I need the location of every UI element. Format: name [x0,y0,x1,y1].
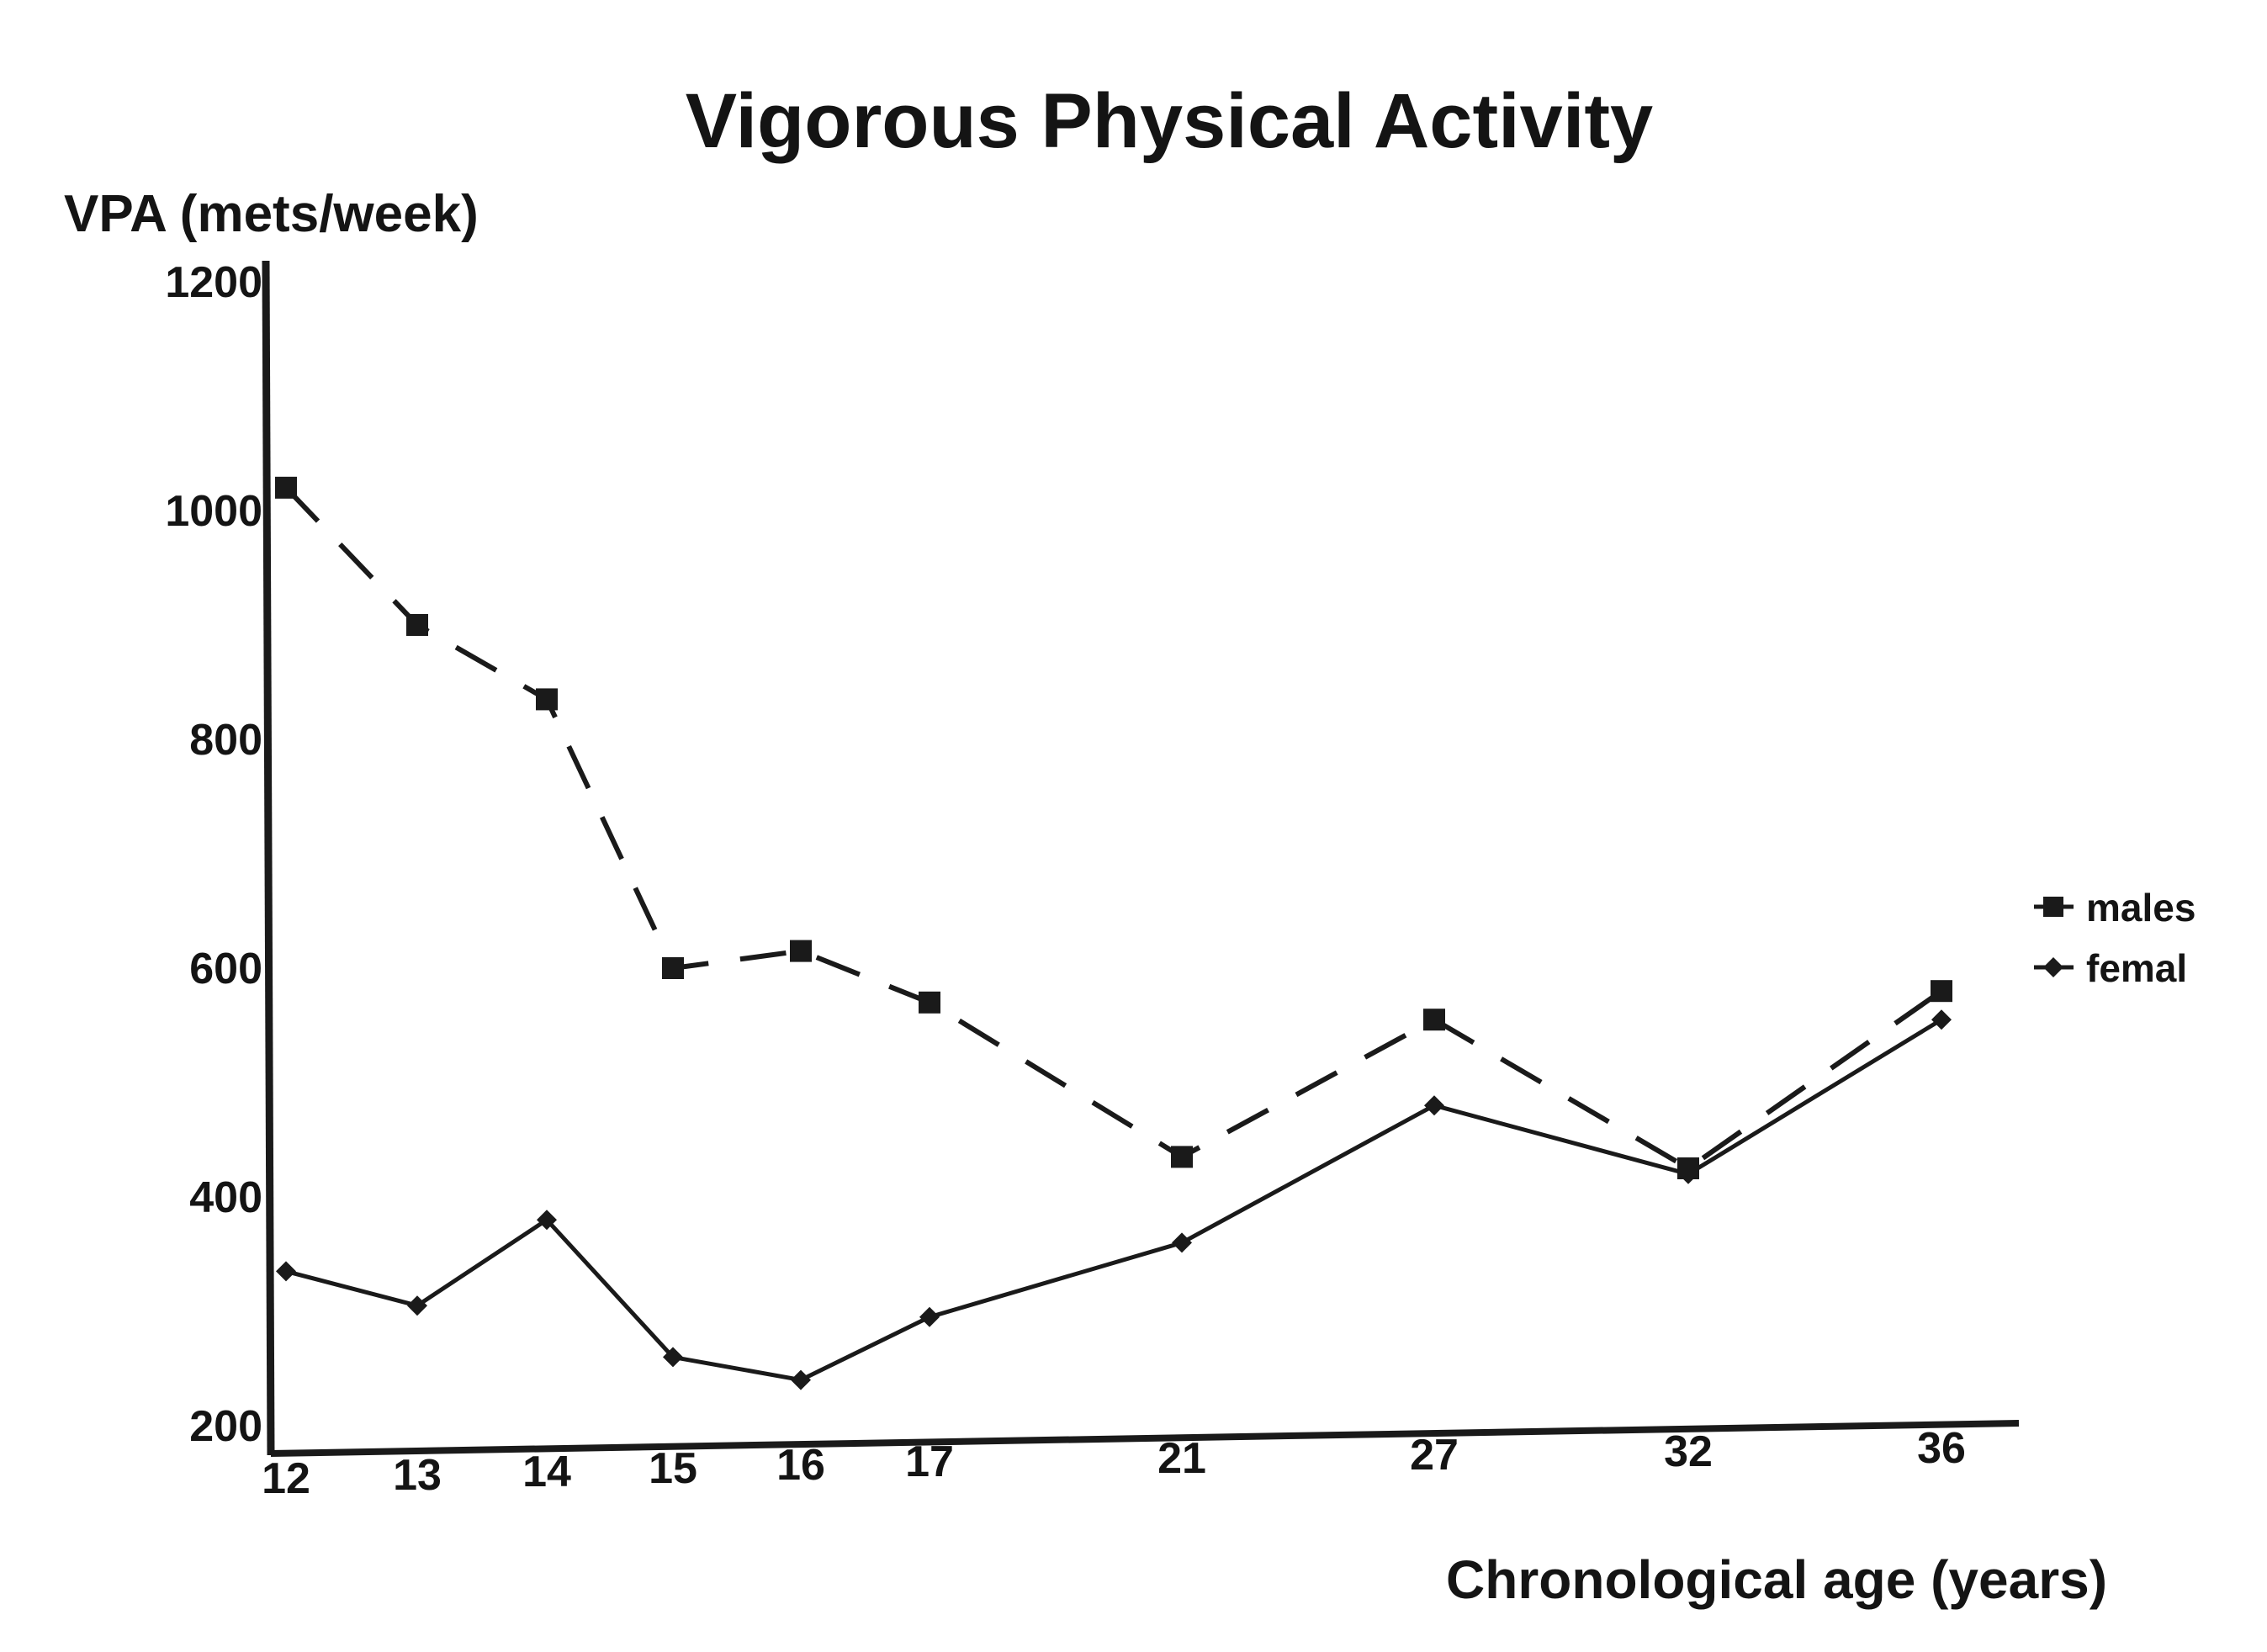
legend-female-marker [2043,957,2063,977]
female-marker [1424,1095,1444,1116]
legend-males-label: males [2086,886,2195,929]
males-marker [406,614,428,636]
x-tick-label: 16 [776,1441,825,1490]
males-marker [536,688,558,711]
legend-female-label: femal [2086,946,2187,990]
female-marker [791,1369,811,1390]
y-tick-labels: 1200 1000 800 600 400 200 [165,258,262,1451]
female-marker [537,1210,557,1231]
males-marker [1931,980,1952,1003]
males-marker [275,476,297,499]
female-marker [1172,1232,1192,1253]
female-marker [1931,1009,1952,1030]
males-marker [919,991,940,1014]
y-tick-label: 1000 [165,487,262,536]
males-marker [1423,1009,1445,1031]
x-tick-label: 14 [522,1448,571,1496]
y-axis-label: VPA (mets/week) [64,185,479,243]
y-tick-label: 1200 [165,258,262,307]
x-axis-label: Chronological age (years) [1446,1549,2107,1610]
x-tick-label: 36 [1917,1424,1966,1473]
x-axis-line [270,1420,2020,1457]
y-tick-label: 200 [189,1402,262,1451]
males-marker [662,957,684,979]
legend: males femal [2034,886,2195,990]
x-tick-labels: 12 13 14 15 16 17 21 27 32 36 [262,1424,1966,1503]
y-tick-label: 400 [189,1173,262,1222]
x-tick-label: 27 [1410,1431,1459,1480]
y-axis-line [262,260,275,1456]
x-tick-label: 21 [1157,1434,1206,1483]
males-marker [790,940,812,962]
series-line-female [285,1018,1943,1383]
x-tick-label: 17 [905,1438,954,1486]
x-tick-label: 12 [262,1454,310,1503]
x-tick-label: 32 [1664,1427,1713,1476]
x-tick-label: 15 [649,1444,697,1493]
y-tick-label: 600 [189,945,262,993]
female-marker [1678,1163,1698,1184]
series-line-males [283,485,1943,1171]
chart-title: Vigorous Physical Activity [686,78,1653,164]
legend-males-marker [2043,897,2063,917]
y-tick-label: 800 [189,716,262,765]
female-marker [663,1347,683,1368]
series-layer [275,476,1952,1390]
female-marker [407,1295,427,1316]
female-marker [919,1306,940,1327]
males-marker [1171,1146,1193,1168]
female-marker [276,1261,296,1282]
x-tick-label: 13 [393,1451,442,1500]
